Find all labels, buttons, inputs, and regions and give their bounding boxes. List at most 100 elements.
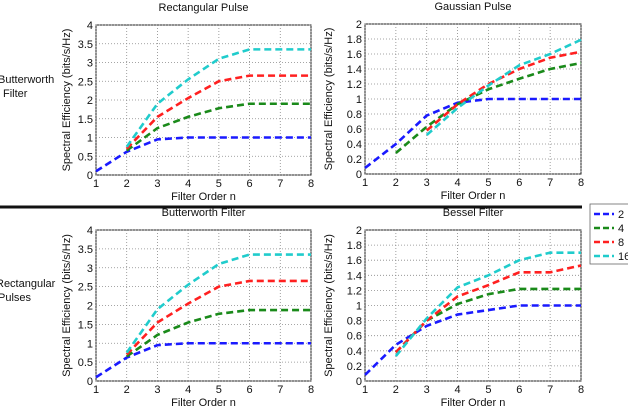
y-tick-label: 0 (356, 169, 362, 181)
y-tick-label: 1.2 (347, 79, 362, 91)
y-tick-label: 1.4 (347, 64, 362, 76)
subplot-2: 1 2 3 4 5 6 7 8 0 0.2 0.4 0.6 0.8 1 1.2 1.4 1.6 1.8 2 Gauss… (323, 1, 584, 202)
y-tick-label: 4 (87, 225, 93, 237)
series-line-2 (364, 304, 581, 376)
y-tick-label: 0.8 (347, 316, 362, 328)
x-tick-label: 3 (154, 384, 160, 396)
subplot-title: Butterworth Filter (162, 207, 246, 219)
row-label-bottom-2: Pulses (0, 292, 32, 304)
y-tick-label: 1.5 (78, 114, 93, 126)
y-tick-label: 0.2 (347, 361, 362, 373)
series-line-4 (125, 102, 311, 152)
series-line-8 (425, 50, 582, 132)
x-tick-label: 8 (308, 178, 314, 190)
x-tick-label: 5 (216, 178, 222, 190)
y-tick-label: 2 (356, 19, 362, 31)
series-line-16 (394, 251, 581, 357)
subplot-1: 1 2 3 4 5 6 7 8 0 0.5 1 1.5 2 2.5 3 3.5 4 Rectangular Pul… (61, 2, 314, 203)
y-tick-label: 2 (87, 95, 93, 107)
x-tick-label: 7 (277, 178, 283, 190)
x-tick-label: 4 (455, 384, 461, 396)
row-label-bottom-1: Rectangular (0, 278, 56, 290)
series-line-2 (364, 97, 581, 170)
series-line-16 (125, 48, 311, 148)
legend-label-2: 2 (618, 209, 624, 221)
x-tick-label: 6 (516, 177, 522, 189)
series-line-2 (95, 341, 311, 379)
y-tick-label: 0.6 (347, 331, 362, 343)
y-tick-label: 3 (87, 263, 93, 275)
y-tick-label: 2.5 (78, 76, 93, 88)
y-tick-label: 1.6 (347, 49, 362, 61)
y-tick-label: 0.5 (78, 357, 93, 369)
x-tick-label: 2 (124, 384, 130, 396)
y-tick-label: 1.4 (347, 270, 362, 282)
legend-label-16: 16 (618, 251, 628, 263)
y-tick-label: 2.5 (78, 282, 93, 294)
x-tick-label: 1 (362, 177, 368, 189)
y-tick-label: 1 (356, 94, 362, 106)
row-label-top-2: Filter (3, 88, 28, 100)
y-axis-label: Spectral Efficiency (bits/s/Hz) (323, 234, 335, 377)
x-axis-label: Filter Order n (441, 190, 506, 202)
series-line-16 (425, 38, 582, 136)
legend: 2 4 8 16 (589, 203, 628, 265)
series-line-2 (95, 136, 311, 173)
y-tick-label: 0 (87, 170, 93, 182)
legend-label-8: 8 (618, 237, 624, 249)
x-tick-label: 8 (578, 384, 584, 396)
y-tick-label: 0.4 (347, 139, 362, 151)
x-tick-label: 1 (93, 178, 99, 190)
subplot-3: 1 2 3 4 5 6 7 8 0 0.5 1 1.5 2 2.5 3 3.5 4 Butterworth Fil… (61, 207, 314, 408)
x-tick-label: 6 (516, 384, 522, 396)
x-tick-label: 6 (247, 178, 253, 190)
x-tick-label: 7 (547, 384, 553, 396)
y-tick-label: 0.4 (347, 346, 362, 358)
y-tick-label: 1.5 (78, 319, 93, 331)
x-tick-label: 8 (578, 177, 584, 189)
x-tick-label: 3 (424, 384, 430, 396)
x-tick-label: 5 (485, 384, 491, 396)
x-tick-label: 4 (185, 178, 191, 190)
y-tick-label: 1 (87, 338, 93, 350)
y-tick-label: 0.5 (78, 151, 93, 163)
y-axis-label: Spectral Efficiency (bits/s/Hz) (61, 234, 73, 377)
y-tick-label: 1.6 (347, 255, 362, 267)
y-tick-label: 0.6 (347, 124, 362, 136)
y-tick-label: 2 (87, 301, 93, 313)
x-axis-label: Filter Order n (441, 397, 506, 408)
x-tick-label: 1 (93, 384, 99, 396)
x-tick-label: 4 (455, 177, 461, 189)
x-tick-label: 7 (547, 177, 553, 189)
x-tick-label: 7 (277, 384, 283, 396)
x-axis-label: Filter Order n (171, 397, 236, 408)
y-tick-label: 0.8 (347, 109, 362, 121)
y-tick-label: 0.2 (347, 154, 362, 166)
x-tick-label: 6 (247, 384, 253, 396)
y-tick-label: 1.2 (347, 285, 362, 297)
x-tick-label: 3 (154, 178, 160, 190)
y-axis-label: Spectral Efficiency (bits/s/Hz) (61, 29, 73, 172)
y-tick-label: 2 (356, 225, 362, 237)
x-tick-label: 2 (393, 177, 399, 189)
y-tick-label: 0 (356, 376, 362, 388)
x-axis-label: Filter Order n (171, 191, 236, 203)
x-tick-label: 5 (485, 177, 491, 189)
x-tick-label: 3 (424, 177, 430, 189)
subplot-title: Bessel Filter (443, 207, 504, 219)
y-tick-label: 3.5 (78, 39, 93, 51)
y-tick-label: 4 (87, 20, 93, 32)
series-line-16 (125, 253, 311, 354)
y-tick-label: 0 (87, 376, 93, 388)
y-axis-label: Spectral Efficiency (bits/s/Hz) (323, 28, 335, 171)
x-tick-label: 8 (308, 384, 314, 396)
series-line-8 (394, 264, 582, 354)
y-tick-label: 1 (87, 133, 93, 145)
series-line-8 (125, 279, 311, 356)
y-tick-label: 3.5 (78, 244, 93, 256)
x-tick-label: 2 (393, 384, 399, 396)
series-line-8 (125, 74, 311, 150)
y-tick-label: 1 (356, 301, 362, 313)
x-tick-label: 5 (216, 384, 222, 396)
